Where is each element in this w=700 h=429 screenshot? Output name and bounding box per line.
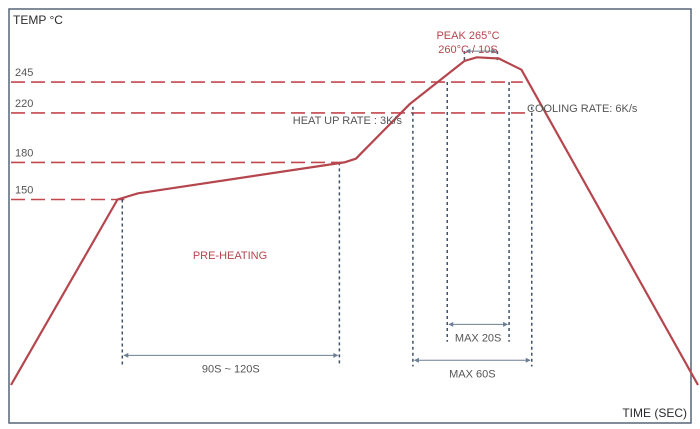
annotation-heat-up-rate: HEAT UP RATE : 3K/s	[293, 115, 403, 127]
annotation-pre-heating: PRE-HEATING	[193, 250, 267, 262]
span-arrow-head-left	[465, 48, 471, 54]
span-arrow-head-left	[123, 352, 129, 358]
y-tick-label-180: 180	[15, 147, 33, 159]
annotation-peak-temp: PEAK 265°C	[436, 30, 499, 42]
span-label-max-20s: MAX 20S	[455, 332, 501, 344]
series-line-reflow-profile	[10, 56, 699, 386]
annotation-cooling-rate: COOLING RATE: 6K/s	[527, 103, 638, 115]
span-label-max-60s: MAX 60S	[449, 368, 495, 380]
annotation-peak-hold: 260°C / 10S	[438, 44, 497, 56]
span-arrow-head-right	[503, 321, 509, 327]
span-arrow-max-60s	[413, 357, 531, 363]
span-arrow-head-left	[413, 357, 419, 363]
span-arrow-peak-10s	[465, 48, 497, 54]
span-arrow-max-20s	[448, 321, 509, 327]
chart-frame	[8, 8, 692, 424]
span-arrow-head-right	[333, 352, 339, 358]
y-tick-label-150: 150	[15, 185, 33, 197]
x-axis-title: TIME (SEC)	[622, 406, 687, 420]
span-label-preheat-duration: 90S ~ 120S	[202, 363, 260, 375]
y-tick-label-245: 245	[15, 67, 33, 79]
y-axis-title: TEMP °C	[13, 13, 63, 27]
span-arrow-head-right	[491, 48, 497, 54]
span-arrow-preheat	[123, 352, 339, 358]
span-arrow-head-right	[525, 357, 531, 363]
y-tick-label-220: 220	[15, 98, 33, 110]
span-arrow-head-left	[448, 321, 454, 327]
